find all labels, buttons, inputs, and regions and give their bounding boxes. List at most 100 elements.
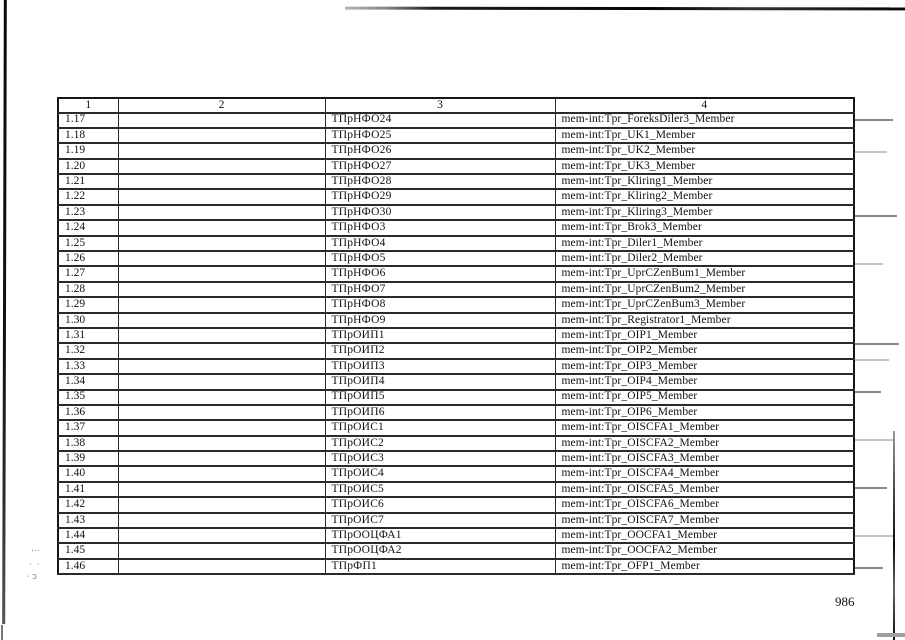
table-row: 1.22 ТПрНФО29 mem-int:Tpr_Kliring2_Membe…	[57, 188, 855, 206]
empty-cell	[117, 527, 326, 545]
table-row: 1.43 ТПрОИС7 mem-int:Tpr_OISCFA7_Member	[57, 512, 855, 530]
member-value-cell: mem-int:Tpr_OISCFA4_Member	[554, 465, 855, 483]
margin-smudge: ⋯	[30, 545, 43, 557]
column-header-3: 3	[324, 97, 556, 114]
scan-streak	[853, 343, 899, 345]
row-number-cell: 1.45	[57, 542, 119, 560]
empty-cell	[117, 281, 326, 299]
identifier-cell: ТПрОИП5	[324, 389, 556, 406]
margin-smudge: ·ɔ	[26, 571, 40, 583]
table-row: 1.25 ТПрНФО4 mem-int:Tpr_Diler1_Member	[57, 235, 855, 253]
member-value-cell: mem-int:Tpr_OIP6_Member	[554, 404, 855, 422]
empty-cell	[117, 512, 326, 530]
identifier-cell: ТПрООЦФА2	[324, 542, 556, 560]
empty-cell	[117, 219, 326, 237]
member-value-cell: mem-int:Tpr_OFP1_Member	[554, 558, 855, 576]
member-value-cell: mem-int:Tpr_Diler1_Member	[554, 235, 855, 253]
table-row: 1.21 ТПрНФО28 mem-int:Tpr_Kliring1_Membe…	[57, 173, 855, 191]
table-row: 1.46 ТПрФП1 mem-int:Tpr_OFP1_Member	[57, 558, 855, 576]
row-number-cell: 1.23	[57, 204, 119, 222]
identifier-cell: ТПрНФО24	[324, 111, 556, 129]
member-value-cell: mem-int:Tpr_OIP2_Member	[554, 342, 855, 360]
empty-cell	[117, 342, 326, 360]
identifier-cell: ТПрНФО27	[324, 158, 556, 176]
row-number-cell: 1.20	[57, 158, 119, 176]
scan-streak	[853, 487, 887, 489]
empty-cell	[117, 127, 326, 145]
member-value-cell: mem-int:Tpr_OISCFA2_Member	[554, 435, 855, 453]
table-header-row: 1 2 3 4	[57, 97, 855, 114]
table-row: 1.38 ТПрОИС2 mem-int:Tpr_OISCFA2_Member	[57, 435, 855, 453]
identifier-cell: ТПрНФО6	[324, 265, 556, 283]
member-value-cell: mem-int:Tpr_OIP3_Member	[554, 358, 855, 376]
identifier-cell: ТПрНФО9	[324, 312, 556, 329]
scan-streak	[853, 391, 881, 393]
member-value-cell: mem-int:Tpr_OISCFA5_Member	[554, 481, 855, 499]
member-value-cell: mem-int:Tpr_UK2_Member	[554, 142, 855, 160]
empty-cell	[117, 204, 326, 222]
row-number-cell: 1.34	[57, 373, 119, 391]
row-number-cell: 1.19	[57, 142, 119, 160]
row-number-cell: 1.18	[57, 127, 119, 145]
table-row: 1.45 ТПрООЦФА2 mem-int:Tpr_OOCFA2_Member	[57, 542, 855, 560]
scan-streak	[853, 263, 883, 265]
row-number-cell: 1.25	[57, 235, 119, 253]
identifier-cell: ТПрОИС2	[324, 435, 556, 453]
scan-edge-left-bottom	[1, 625, 3, 640]
table-row: 1.33 ТПрОИП3 mem-int:Tpr_OIP3_Member	[57, 358, 855, 376]
empty-cell	[117, 188, 326, 206]
empty-cell	[117, 389, 326, 406]
row-number-cell: 1.35	[57, 389, 119, 406]
identifier-cell: ТПрНФО28	[324, 173, 556, 191]
member-value-cell: mem-int:Tpr_Kliring3_Member	[554, 204, 855, 222]
empty-cell	[117, 235, 326, 253]
row-number-cell: 1.21	[57, 173, 119, 191]
table-row: 1.20 ТПрНФО27 mem-int:Tpr_UK3_Member	[57, 158, 855, 176]
row-number-cell: 1.33	[57, 358, 119, 376]
member-value-cell: mem-int:Tpr_Kliring2_Member	[554, 188, 855, 206]
table-row: 1.42 ТПрОИС6 mem-int:Tpr_OISCFA6_Member	[57, 496, 855, 514]
table-row: 1.18 ТПрНФО25 mem-int:Tpr_UK1_Member	[57, 127, 855, 145]
empty-cell	[117, 435, 326, 453]
identifier-cell: ТПрНФО7	[324, 281, 556, 299]
row-number-cell: 1.28	[57, 281, 119, 299]
table-row: 1.23 ТПрНФО30 mem-int:Tpr_Kliring3_Membe…	[57, 204, 855, 222]
member-value-cell: mem-int:Tpr_Kliring1_Member	[554, 173, 855, 191]
scan-streak	[853, 567, 883, 569]
member-value-cell: mem-int:Tpr_UprCZenBum3_Member	[554, 296, 855, 314]
identifier-cell: ТПрНФО30	[324, 204, 556, 222]
empty-cell	[117, 158, 326, 176]
identifier-cell: ТПрНФО4	[324, 235, 556, 253]
identifier-cell: ТПрОИП6	[324, 404, 556, 422]
empty-cell	[117, 111, 326, 129]
scan-streak	[853, 119, 893, 121]
member-value-cell: mem-int:Tpr_UK1_Member	[554, 127, 855, 145]
identifier-cell: ТПрОИП2	[324, 342, 556, 360]
row-number-cell: 1.31	[57, 327, 119, 345]
identifier-cell: ТПрНФО8	[324, 296, 556, 314]
member-value-cell: mem-int:Tpr_OISCFA3_Member	[554, 450, 855, 468]
identifier-cell: ТПрФП1	[324, 558, 556, 576]
empty-cell	[117, 265, 326, 283]
member-value-cell: mem-int:Tpr_OIP4_Member	[554, 373, 855, 391]
empty-cell	[117, 358, 326, 376]
row-number-cell: 1.27	[57, 265, 119, 283]
table-row: 1.30 ТПрНФО9 mem-int:Tpr_Registrator1_Me…	[57, 312, 855, 329]
row-number-cell: 1.29	[57, 296, 119, 314]
scan-edge-left	[2, 0, 7, 625]
empty-cell	[117, 450, 326, 468]
margin-smudge: ··	[28, 559, 46, 571]
empty-cell	[117, 173, 326, 191]
member-value-cell: mem-int:Tpr_ForeksDiler3_Member	[554, 111, 855, 129]
scan-streak	[853, 359, 889, 361]
table-row: 1.41 ТПрОИС5 mem-int:Tpr_OISCFA5_Member	[57, 481, 855, 499]
empty-cell	[117, 465, 326, 483]
empty-cell	[117, 404, 326, 422]
table-row: 1.39 ТПрОИС3 mem-int:Tpr_OISCFA3_Member	[57, 450, 855, 468]
identifier-cell: ТПрОИС6	[324, 496, 556, 514]
scan-edge-right	[893, 431, 895, 640]
row-number-cell: 1.42	[57, 496, 119, 514]
empty-cell	[117, 419, 326, 437]
table-row: 1.44 ТПрООЦФА1 mem-int:Tpr_OOCFA1_Member	[57, 527, 855, 545]
member-value-cell: mem-int:Tpr_Diler2_Member	[554, 250, 855, 268]
